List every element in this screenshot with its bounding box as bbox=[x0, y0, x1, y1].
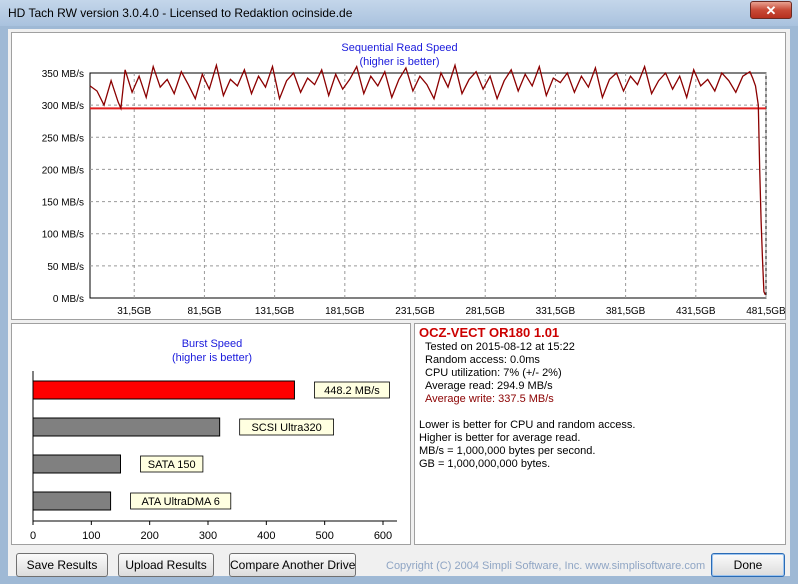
y-tick-label: 250 MB/s bbox=[42, 133, 84, 144]
note-lower-better: Lower is better for CPU and random acces… bbox=[419, 419, 636, 431]
reference-bar bbox=[32, 491, 112, 511]
y-tick-label: 350 MB/s bbox=[42, 69, 84, 80]
burst-chart-panel: Burst Speed (higher is better) 0 100 200 30… bbox=[11, 323, 411, 545]
bar-label: ATA UltraDMA 6 bbox=[141, 496, 219, 508]
info-panel: OCZ-VECT OR180 1.01 Tested on 2015-08-12… bbox=[414, 323, 786, 545]
reference-bar bbox=[32, 454, 121, 474]
x-tick-label: 181,5GB bbox=[325, 306, 365, 317]
average-write: Average write: 337.5 MB/s bbox=[425, 393, 554, 405]
bar-label: SCSI Ultra320 bbox=[251, 422, 321, 434]
x-tick-label: 231,5GB bbox=[395, 306, 435, 317]
copyright-text: Copyright (C) 2004 Simpli Software, Inc.… bbox=[386, 560, 706, 572]
x-tick-label: 131,5GB bbox=[255, 306, 295, 317]
note-gb: GB = 1,000,000,000 bytes. bbox=[419, 458, 551, 470]
read-chart-subtitle: (higher is better) bbox=[359, 56, 440, 68]
read-chart-title-block: Sequential Read Speed (higher is better) bbox=[12, 41, 787, 69]
burst-chart-subtitle: (higher is better) bbox=[171, 352, 253, 364]
x-tick-label: 500 bbox=[315, 530, 333, 542]
test-date: Tested on 2015-08-12 at 15:22 bbox=[425, 341, 575, 353]
bar-label-box bbox=[130, 492, 232, 510]
drive-name: OCZ-VECT OR180 1.01 bbox=[419, 325, 560, 340]
bar-label: 448.2 MB/s bbox=[324, 385, 380, 397]
burst-chart-title-block: Burst Speed (higher is better) bbox=[12, 337, 412, 365]
done-button[interactable]: Done bbox=[711, 553, 785, 577]
average-read: Average read: 294.9 MB/s bbox=[425, 380, 553, 392]
x-tick-label: 400 bbox=[257, 530, 275, 542]
x-tick-label: 300 bbox=[199, 530, 217, 542]
x-tick-label: 81,5GB bbox=[187, 306, 221, 317]
reference-bar bbox=[32, 417, 221, 437]
x-tick-label: 200 bbox=[140, 530, 158, 542]
y-tick-label: 100 MB/s bbox=[42, 230, 84, 241]
bar-label: SATA 150 bbox=[148, 459, 196, 471]
x-tick-label: 331,5GB bbox=[536, 306, 576, 317]
y-tick-label: 0 MB/s bbox=[53, 294, 84, 305]
x-tick-label: 100 bbox=[82, 530, 100, 542]
x-tick-label: 431,5GB bbox=[676, 306, 716, 317]
y-tick-label: 50 MB/s bbox=[47, 262, 84, 273]
title-bar[interactable]: HD Tach RW version 3.0.4.0 - Licensed to… bbox=[0, 0, 798, 26]
x-tick-label: 281,5GB bbox=[465, 306, 505, 317]
bar-label-box bbox=[314, 381, 390, 399]
x-tick-label: 0 bbox=[30, 530, 36, 542]
x-tick-label: 31,5GB bbox=[117, 306, 151, 317]
read-speed-series bbox=[89, 62, 766, 296]
x-tick-label: 381,5GB bbox=[606, 306, 646, 317]
x-tick-label: 600 bbox=[374, 530, 392, 542]
random-access: Random access: 0.0ms bbox=[425, 354, 540, 366]
save-results-button[interactable]: Save Results bbox=[16, 553, 108, 577]
read-speed-chart: 0 MB/s 50 MB/s 100 MB/s 150 MB/s 200 MB/s 250… bbox=[42, 62, 785, 317]
upload-results-button[interactable]: Upload Results bbox=[118, 553, 214, 577]
burst-bar bbox=[32, 380, 295, 400]
read-chart-panel: Sequential Read Speed (higher is better)… bbox=[11, 32, 786, 320]
y-tick-label: 150 MB/s bbox=[42, 198, 84, 209]
y-tick-label: 200 MB/s bbox=[42, 165, 84, 176]
close-icon: ✕ bbox=[765, 3, 777, 18]
x-tick-label: 481,5GB bbox=[746, 306, 785, 317]
cpu-utilization: CPU utilization: 7% (+/- 2%) bbox=[425, 367, 562, 379]
y-tick-label: 300 MB/s bbox=[42, 101, 84, 112]
window-title: HD Tach RW version 3.0.4.0 - Licensed to… bbox=[8, 6, 353, 20]
client-area: Sequential Read Speed (higher is better)… bbox=[8, 29, 790, 577]
plot-area bbox=[89, 72, 767, 299]
compare-drive-button[interactable]: Compare Another Drive bbox=[229, 553, 356, 577]
note-higher-better: Higher is better for average read. bbox=[419, 432, 581, 444]
note-mbs: MB/s = 1,000,000 bytes per second. bbox=[419, 445, 596, 457]
burst-speed-chart: 0 100 200 300 400 500 600 448.2 MB/s SCSI Ultra3… bbox=[30, 371, 397, 542]
burst-chart-title: Burst Speed bbox=[181, 338, 243, 350]
read-chart-title: Sequential Read Speed bbox=[341, 42, 458, 54]
bar-label-box bbox=[140, 455, 204, 473]
close-button[interactable]: ✕ bbox=[750, 1, 792, 19]
bar-label-box bbox=[239, 418, 334, 436]
